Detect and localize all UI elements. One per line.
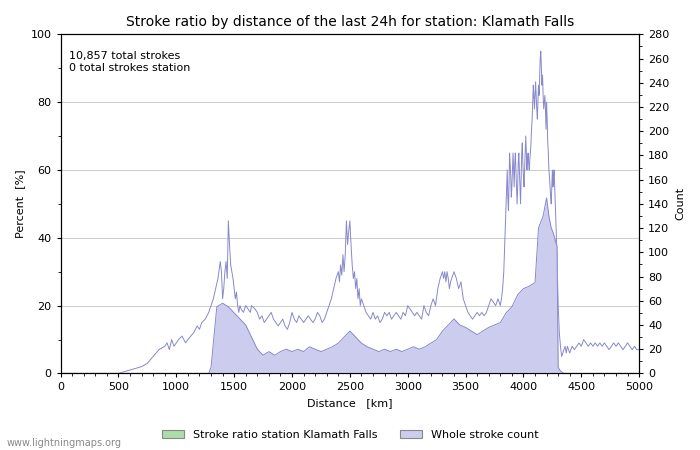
Text: www.lightningmaps.org: www.lightningmaps.org bbox=[7, 438, 122, 448]
Title: Stroke ratio by distance of the last 24h for station: Klamath Falls: Stroke ratio by distance of the last 24h… bbox=[126, 15, 574, 29]
Y-axis label: Count: Count bbox=[675, 187, 685, 220]
X-axis label: Distance   [km]: Distance [km] bbox=[307, 398, 393, 408]
Y-axis label: Percent  [%]: Percent [%] bbox=[15, 170, 25, 238]
Legend: Stroke ratio station Klamath Falls, Whole stroke count: Stroke ratio station Klamath Falls, Whol… bbox=[158, 426, 542, 445]
Text: 10,857 total strokes
0 total strokes station: 10,857 total strokes 0 total strokes sta… bbox=[69, 51, 190, 73]
